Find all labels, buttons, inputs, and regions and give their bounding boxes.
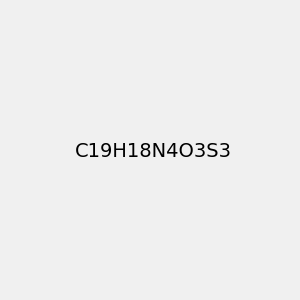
Text: C19H18N4O3S3: C19H18N4O3S3: [75, 142, 232, 161]
